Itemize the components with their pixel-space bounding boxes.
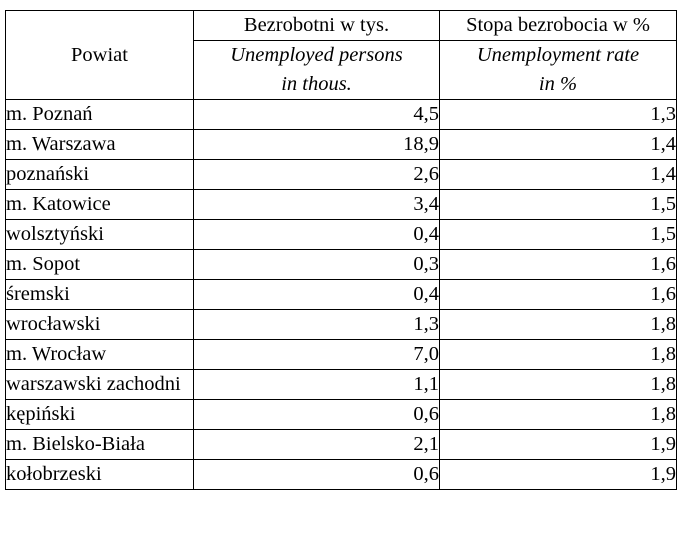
- cell-unemployed: 4,5: [193, 99, 440, 130]
- cell-unemployed: 3,4: [193, 189, 440, 220]
- cell-powiat: m. Warszawa: [5, 129, 194, 160]
- header-rate-unit: in %: [439, 70, 677, 100]
- table-row: m. Sopot 0,3 1,6: [5, 249, 677, 280]
- cell-powiat: poznański: [5, 159, 194, 190]
- header-row: Powiat Bezrobotni w tys. Stopa bezroboci…: [5, 10, 677, 100]
- header-rate-pl: Stopa bezrobocia w %: [439, 10, 677, 41]
- table-row: m. Warszawa 18,9 1,4: [5, 129, 677, 160]
- cell-rate: 1,4: [439, 129, 677, 160]
- cell-unemployed: 18,9: [193, 129, 440, 160]
- table-row: wolsztyński 0,4 1,5: [5, 219, 677, 250]
- cell-unemployed: 2,1: [193, 429, 440, 460]
- header-row: Unemployed persons Unemployment rate: [6, 40, 677, 70]
- cell-rate: 1,8: [439, 399, 677, 430]
- table-row: m. Bielsko-Biała 2,1 1,9: [5, 429, 677, 460]
- cell-rate: 1,5: [439, 189, 677, 220]
- table-row: m. Katowice 3,4 1,5: [5, 189, 677, 220]
- cell-unemployed: 0,4: [193, 279, 440, 310]
- cell-rate: 1,8: [439, 339, 677, 370]
- cell-rate: 1,9: [439, 459, 677, 490]
- cell-rate: 1,6: [439, 249, 677, 280]
- cell-powiat: wrocławski: [5, 309, 194, 340]
- table-row: m. Wrocław 7,0 1,8: [5, 339, 677, 370]
- cell-powiat: śremski: [5, 279, 194, 310]
- cell-unemployed: 1,1: [193, 369, 440, 400]
- header-rate-en: Unemployment rate: [439, 40, 677, 70]
- header-powiat: Powiat: [5, 10, 194, 100]
- table-row: kołobrzeski 0,6 1,9: [5, 459, 677, 490]
- cell-powiat: m. Katowice: [5, 189, 194, 220]
- header-unemployed-pl: Bezrobotni w tys.: [193, 10, 440, 41]
- cell-rate: 1,6: [439, 279, 677, 310]
- cell-unemployed: 0,4: [193, 219, 440, 250]
- cell-rate: 1,8: [439, 369, 677, 400]
- table-body: m. Poznań 4,5 1,3 m. Warszawa 18,9 1,4 poznańs…: [5, 99, 677, 490]
- cell-unemployed: 1,3: [193, 309, 440, 340]
- cell-rate: 1,8: [439, 309, 677, 340]
- cell-unemployed: 0,3: [193, 249, 440, 280]
- table-row: warszawski zachodni 1,1 1,8: [5, 369, 677, 400]
- cell-powiat: warszawski zachodni: [5, 369, 194, 400]
- header-unemployed-unit: in thous.: [193, 70, 440, 100]
- cell-powiat: m. Bielsko-Biała: [5, 429, 194, 460]
- table-row: śremski 0,4 1,6: [5, 279, 677, 310]
- cell-unemployed: 0,6: [193, 399, 440, 430]
- table-row: wrocławski 1,3 1,8: [5, 309, 677, 340]
- cell-powiat: kołobrzeski: [5, 459, 194, 490]
- cell-powiat: m. Wrocław: [5, 339, 194, 370]
- table-row: m. Poznań 4,5 1,3: [5, 99, 677, 130]
- header-unemployed-en: Unemployed persons: [193, 40, 440, 70]
- cell-powiat: kępiński: [5, 399, 194, 430]
- cell-rate: 1,3: [439, 99, 677, 130]
- table-row: kępiński 0,6 1,8: [5, 399, 677, 430]
- cell-powiat: m. Sopot: [5, 249, 194, 280]
- table-row: poznański 2,6 1,4: [5, 159, 677, 190]
- cell-unemployed: 2,6: [193, 159, 440, 190]
- cell-unemployed: 0,6: [193, 459, 440, 490]
- cell-rate: 1,9: [439, 429, 677, 460]
- cell-rate: 1,5: [439, 219, 677, 250]
- cell-powiat: m. Poznań: [5, 99, 194, 130]
- cell-rate: 1,4: [439, 159, 677, 190]
- cell-powiat: wolsztyński: [5, 219, 194, 250]
- unemployment-table: Powiat Bezrobotni w tys. Stopa bezroboci…: [5, 10, 677, 490]
- cell-unemployed: 7,0: [193, 339, 440, 370]
